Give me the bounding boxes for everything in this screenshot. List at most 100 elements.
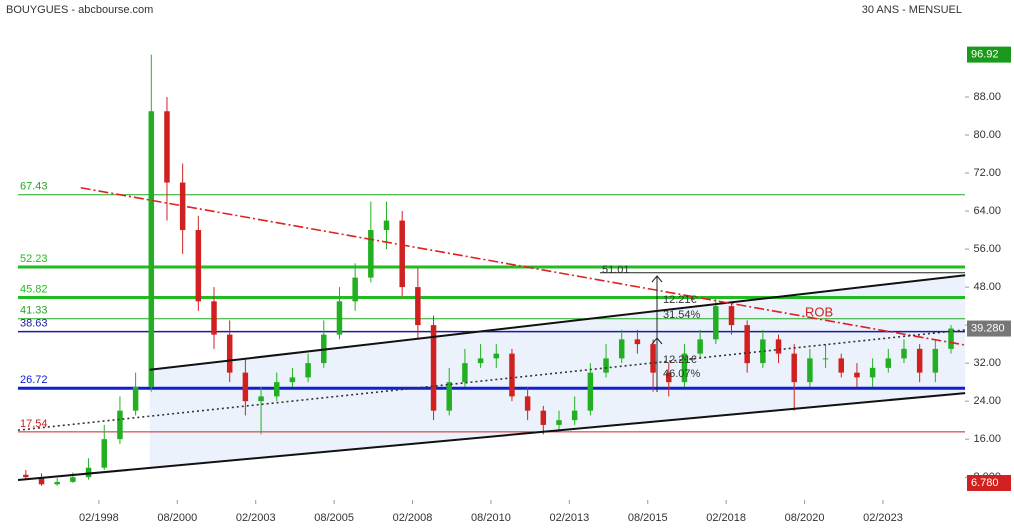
annotation: 12.21€ — [663, 354, 697, 366]
candle-body — [242, 372, 249, 402]
candle-body — [462, 363, 468, 383]
y-tick-label: 72.00 — [973, 167, 1001, 179]
arrow-head — [651, 275, 663, 283]
level-label: 52.23 — [20, 253, 48, 265]
candle-body — [524, 396, 531, 411]
candle-body — [634, 339, 641, 345]
candle-body — [477, 358, 484, 364]
annotation: ROB — [805, 304, 833, 319]
candle-body — [666, 372, 672, 383]
x-tick-label: 02/2018 — [706, 512, 746, 524]
y-tick-label: 16.00 — [973, 433, 1001, 445]
trend-line — [149, 274, 966, 371]
x-tick-label: 02/2008 — [393, 512, 433, 524]
candle-body — [556, 420, 562, 425]
level-label: 41.33 — [20, 305, 48, 317]
candle-body — [493, 353, 500, 359]
candle-body — [195, 230, 202, 302]
annotation: 46.07% — [663, 368, 701, 380]
x-tick-label: 02/2013 — [549, 512, 589, 524]
level-label: 38.63 — [20, 318, 48, 330]
x-tick-label: 02/1998 — [79, 512, 119, 524]
y-tick-label: 88.00 — [973, 91, 1001, 103]
candle-body — [430, 325, 437, 411]
y-tick-label: 24.00 — [973, 395, 1001, 407]
y-tick-label: 48.00 — [973, 281, 1001, 293]
chart-subtitle: 30 ANS - MENSUEL — [862, 4, 962, 16]
candle-body — [70, 477, 76, 482]
x-tick-label: 02/2023 — [863, 512, 903, 524]
candle-body — [336, 301, 343, 335]
candle-body — [618, 339, 625, 359]
y-tick-label: 32.00 — [973, 357, 1001, 369]
x-tick-label: 08/2005 — [314, 512, 354, 524]
level-label: 17.54 — [20, 418, 48, 430]
candle-body — [791, 353, 797, 383]
trend-line — [17, 329, 966, 431]
candle-body — [838, 358, 844, 373]
candle-body — [869, 367, 876, 378]
arrow-head — [651, 337, 663, 345]
candle-body — [509, 353, 515, 397]
x-tick-label: 08/2000 — [157, 512, 197, 524]
candle-body — [23, 474, 29, 478]
candle-body — [540, 410, 547, 425]
candle-body — [587, 372, 594, 411]
max-price-label: 96.92 — [971, 49, 999, 61]
candle-body — [775, 339, 782, 354]
candle-body — [822, 358, 829, 360]
annotation: 51.01 — [602, 264, 630, 276]
last-price-box — [967, 320, 1011, 337]
last-price-label: 39.280 — [971, 322, 1005, 334]
trend-line — [80, 186, 966, 346]
candle-body — [728, 306, 735, 326]
x-tick-label: 08/2010 — [471, 512, 511, 524]
candle-body — [211, 301, 217, 335]
x-tick-label: 08/2020 — [785, 512, 825, 524]
candle-body — [713, 306, 719, 340]
candle-body — [760, 339, 766, 364]
candle-body — [305, 363, 311, 378]
candle-body — [415, 287, 421, 326]
candle-body — [697, 339, 703, 354]
candle-body — [164, 111, 170, 183]
candle-body — [226, 334, 233, 373]
chart-title: BOUYGUES - abcbourse.com — [6, 4, 153, 16]
x-tick-label: 02/2003 — [236, 512, 276, 524]
candle-body — [368, 230, 374, 278]
candle-body — [352, 277, 358, 302]
candle-body — [132, 386, 139, 411]
candle-body — [854, 372, 860, 378]
level-label: 45.82 — [20, 283, 48, 295]
y-tick-label: 56.00 — [973, 243, 1001, 255]
candle-body — [54, 481, 60, 485]
candle-body — [289, 377, 296, 383]
annotation: 31.54% — [663, 309, 701, 321]
candle-body — [273, 382, 280, 397]
candle-body — [916, 348, 923, 373]
candle-body — [117, 410, 123, 440]
candle-body — [885, 358, 892, 368]
candle-body — [807, 358, 813, 383]
candle-body — [901, 348, 907, 359]
candle-body — [85, 467, 92, 478]
candle-body — [383, 220, 390, 231]
min-price-label: 6.780 — [971, 477, 999, 489]
candle-body — [446, 382, 452, 411]
x-tick-label: 08/2015 — [628, 512, 668, 524]
candle-body — [258, 396, 264, 402]
candle-body — [571, 410, 578, 421]
candle-body — [399, 220, 405, 288]
channel-fill — [18, 275, 966, 481]
annotation: 12.21€ — [663, 294, 697, 306]
y-tick-label: 64.00 — [973, 205, 1001, 217]
min-price-box — [967, 474, 1011, 491]
level-label: 67.43 — [20, 181, 48, 193]
candle-body — [681, 353, 688, 383]
level-label: 26.72 — [20, 374, 48, 386]
max-price-box — [967, 46, 1011, 63]
candle-body — [744, 325, 750, 364]
candle-body — [101, 439, 107, 468]
